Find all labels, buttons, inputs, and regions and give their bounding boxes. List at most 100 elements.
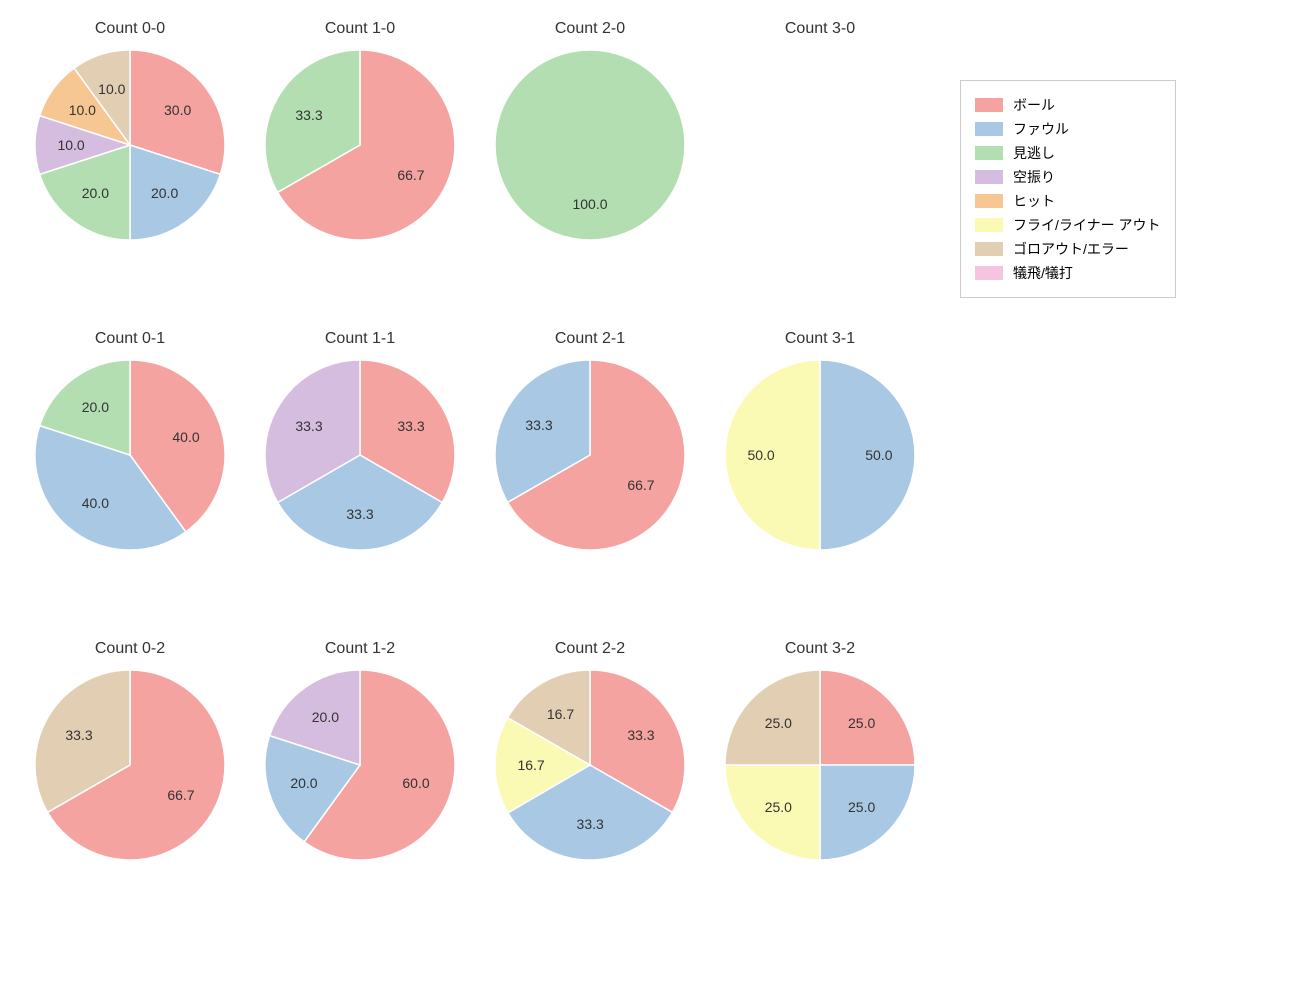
- slice-label: 66.7: [167, 787, 194, 803]
- pie-wrap: 60.0 20.0 20.0: [265, 670, 455, 860]
- pie-wrap: 33.3 33.3 33.3: [265, 360, 455, 550]
- chart-title: Count 3-2: [785, 640, 855, 658]
- pie-chart: Count 2-2 33.3 33.3 16.7 16.7: [480, 640, 700, 940]
- legend-label: ゴロアウト/エラー: [1013, 239, 1129, 259]
- pie-chart: Count 3-2 25.0 25.0 25.0 25.0: [710, 640, 930, 940]
- slice-label: 40.0: [82, 495, 109, 511]
- slice-label: 25.0: [765, 799, 792, 815]
- legend-item: 犠飛/犠打: [975, 263, 1161, 283]
- legend: ボールファウル見逃し空振りヒットフライ/ライナー アウトゴロアウト/エラー犠飛/…: [960, 80, 1176, 298]
- pie-wrap: 40.0 40.0 20.0: [35, 360, 225, 550]
- slice-label: 16.7: [517, 757, 544, 773]
- slice-label: 25.0: [848, 799, 875, 815]
- slice-label: 20.0: [151, 185, 178, 201]
- slice-label: 25.0: [848, 715, 875, 731]
- legend-item: ヒット: [975, 191, 1161, 211]
- legend-swatch: [975, 242, 1003, 256]
- slice-label: 33.3: [397, 418, 424, 434]
- slice-label: 33.3: [65, 727, 92, 743]
- pie-wrap: 66.7 33.3: [495, 360, 685, 550]
- slice-label: 100.0: [572, 196, 607, 212]
- slice-label: 66.7: [397, 167, 424, 183]
- slice-label: 33.3: [627, 727, 654, 743]
- pie-chart: Count 2-0 100.0: [480, 20, 700, 320]
- pie-chart: Count 1-2 60.0 20.0 20.0: [250, 640, 470, 940]
- slice-label: 40.0: [172, 429, 199, 445]
- slice-label: 50.0: [865, 447, 892, 463]
- slice-label: 33.3: [525, 417, 552, 433]
- slice-label: 66.7: [627, 477, 654, 493]
- pie-chart: Count 2-1 66.7 33.3: [480, 330, 700, 630]
- chart-title: Count 2-1: [555, 330, 625, 348]
- chart-title: Count 3-0: [785, 20, 855, 38]
- slice-label: 33.3: [346, 506, 373, 522]
- chart-title: Count 1-1: [325, 330, 395, 348]
- slice-label: 33.3: [295, 418, 322, 434]
- legend-swatch: [975, 218, 1003, 232]
- legend-label: ボール: [1013, 95, 1055, 115]
- legend-label: 見逃し: [1013, 143, 1055, 163]
- pie-chart: Count 0-030.020.020.010.010.010.0: [20, 20, 240, 320]
- legend-swatch: [975, 170, 1003, 184]
- slice-label: 20.0: [312, 709, 339, 725]
- legend-swatch: [975, 266, 1003, 280]
- chart-title: Count 1-2: [325, 640, 395, 658]
- pie-chart: Count 3-1 50.0 50.0: [710, 330, 930, 630]
- slice-label: 60.0: [402, 775, 429, 791]
- pie-wrap: 33.3 33.3 16.7 16.7: [495, 670, 685, 860]
- pie-chart: Count 3-0: [710, 20, 930, 320]
- pie-svg: [35, 670, 225, 860]
- legend-swatch: [975, 98, 1003, 112]
- slice-label: 20.0: [82, 185, 109, 201]
- slice-label: 33.3: [295, 107, 322, 123]
- legend-item: ゴロアウト/エラー: [975, 239, 1161, 259]
- legend-item: ボール: [975, 95, 1161, 115]
- legend-label: 犠飛/犠打: [1013, 263, 1073, 283]
- legend-item: フライ/ライナー アウト: [975, 215, 1161, 235]
- chart-title: Count 3-1: [785, 330, 855, 348]
- pie-svg: [35, 360, 225, 550]
- legend-item: ファウル: [975, 119, 1161, 139]
- slice-label: 16.7: [547, 706, 574, 722]
- legend-label: ヒット: [1013, 191, 1055, 211]
- pie-chart: Count 1-0 66.7 33.3: [250, 20, 470, 320]
- pie-wrap: 66.7 33.3: [265, 50, 455, 240]
- pie-wrap: [725, 50, 915, 240]
- slice-label: 10.0: [69, 102, 96, 118]
- chart-title: Count 0-1: [95, 330, 165, 348]
- pie-svg: [725, 670, 915, 860]
- pie-svg: [265, 50, 455, 240]
- pie-chart: Count 0-2 66.7 33.3: [20, 640, 240, 940]
- pie-wrap: 100.0: [495, 50, 685, 240]
- pie-wrap: 50.0 50.0: [725, 360, 915, 550]
- legend-swatch: [975, 122, 1003, 136]
- pie-svg: [265, 670, 455, 860]
- legend-item: 見逃し: [975, 143, 1161, 163]
- slice-label: 50.0: [747, 447, 774, 463]
- chart-title: Count 1-0: [325, 20, 395, 38]
- slice-label: 30.0: [164, 102, 191, 118]
- legend-swatch: [975, 194, 1003, 208]
- slice-label: 20.0: [82, 399, 109, 415]
- pie-svg: [495, 360, 685, 550]
- pie-wrap: 25.0 25.0 25.0 25.0: [725, 670, 915, 860]
- legend-label: フライ/ライナー アウト: [1013, 215, 1161, 235]
- chart-title: Count 0-0: [95, 20, 165, 38]
- pie-chart: Count 1-1 33.3 33.3 33.3: [250, 330, 470, 630]
- legend-swatch: [975, 146, 1003, 160]
- pie-chart: Count 0-1 40.0 40.0 20.0: [20, 330, 240, 630]
- legend-label: 空振り: [1013, 167, 1055, 187]
- chart-title: Count 0-2: [95, 640, 165, 658]
- chart-title: Count 2-2: [555, 640, 625, 658]
- slice-label: 20.0: [290, 775, 317, 791]
- chart-title: Count 2-0: [555, 20, 625, 38]
- pie-wrap: 30.020.020.010.010.010.0: [35, 50, 225, 240]
- slice-label: 33.3: [577, 816, 604, 832]
- legend-item: 空振り: [975, 167, 1161, 187]
- slice-label: 10.0: [98, 81, 125, 97]
- legend-label: ファウル: [1013, 119, 1069, 139]
- chart-container: Count 0-030.020.020.010.010.010.0Count 1…: [20, 20, 1280, 980]
- pie-wrap: 66.7 33.3: [35, 670, 225, 860]
- slice-label: 25.0: [765, 715, 792, 731]
- slice-label: 10.0: [57, 137, 84, 153]
